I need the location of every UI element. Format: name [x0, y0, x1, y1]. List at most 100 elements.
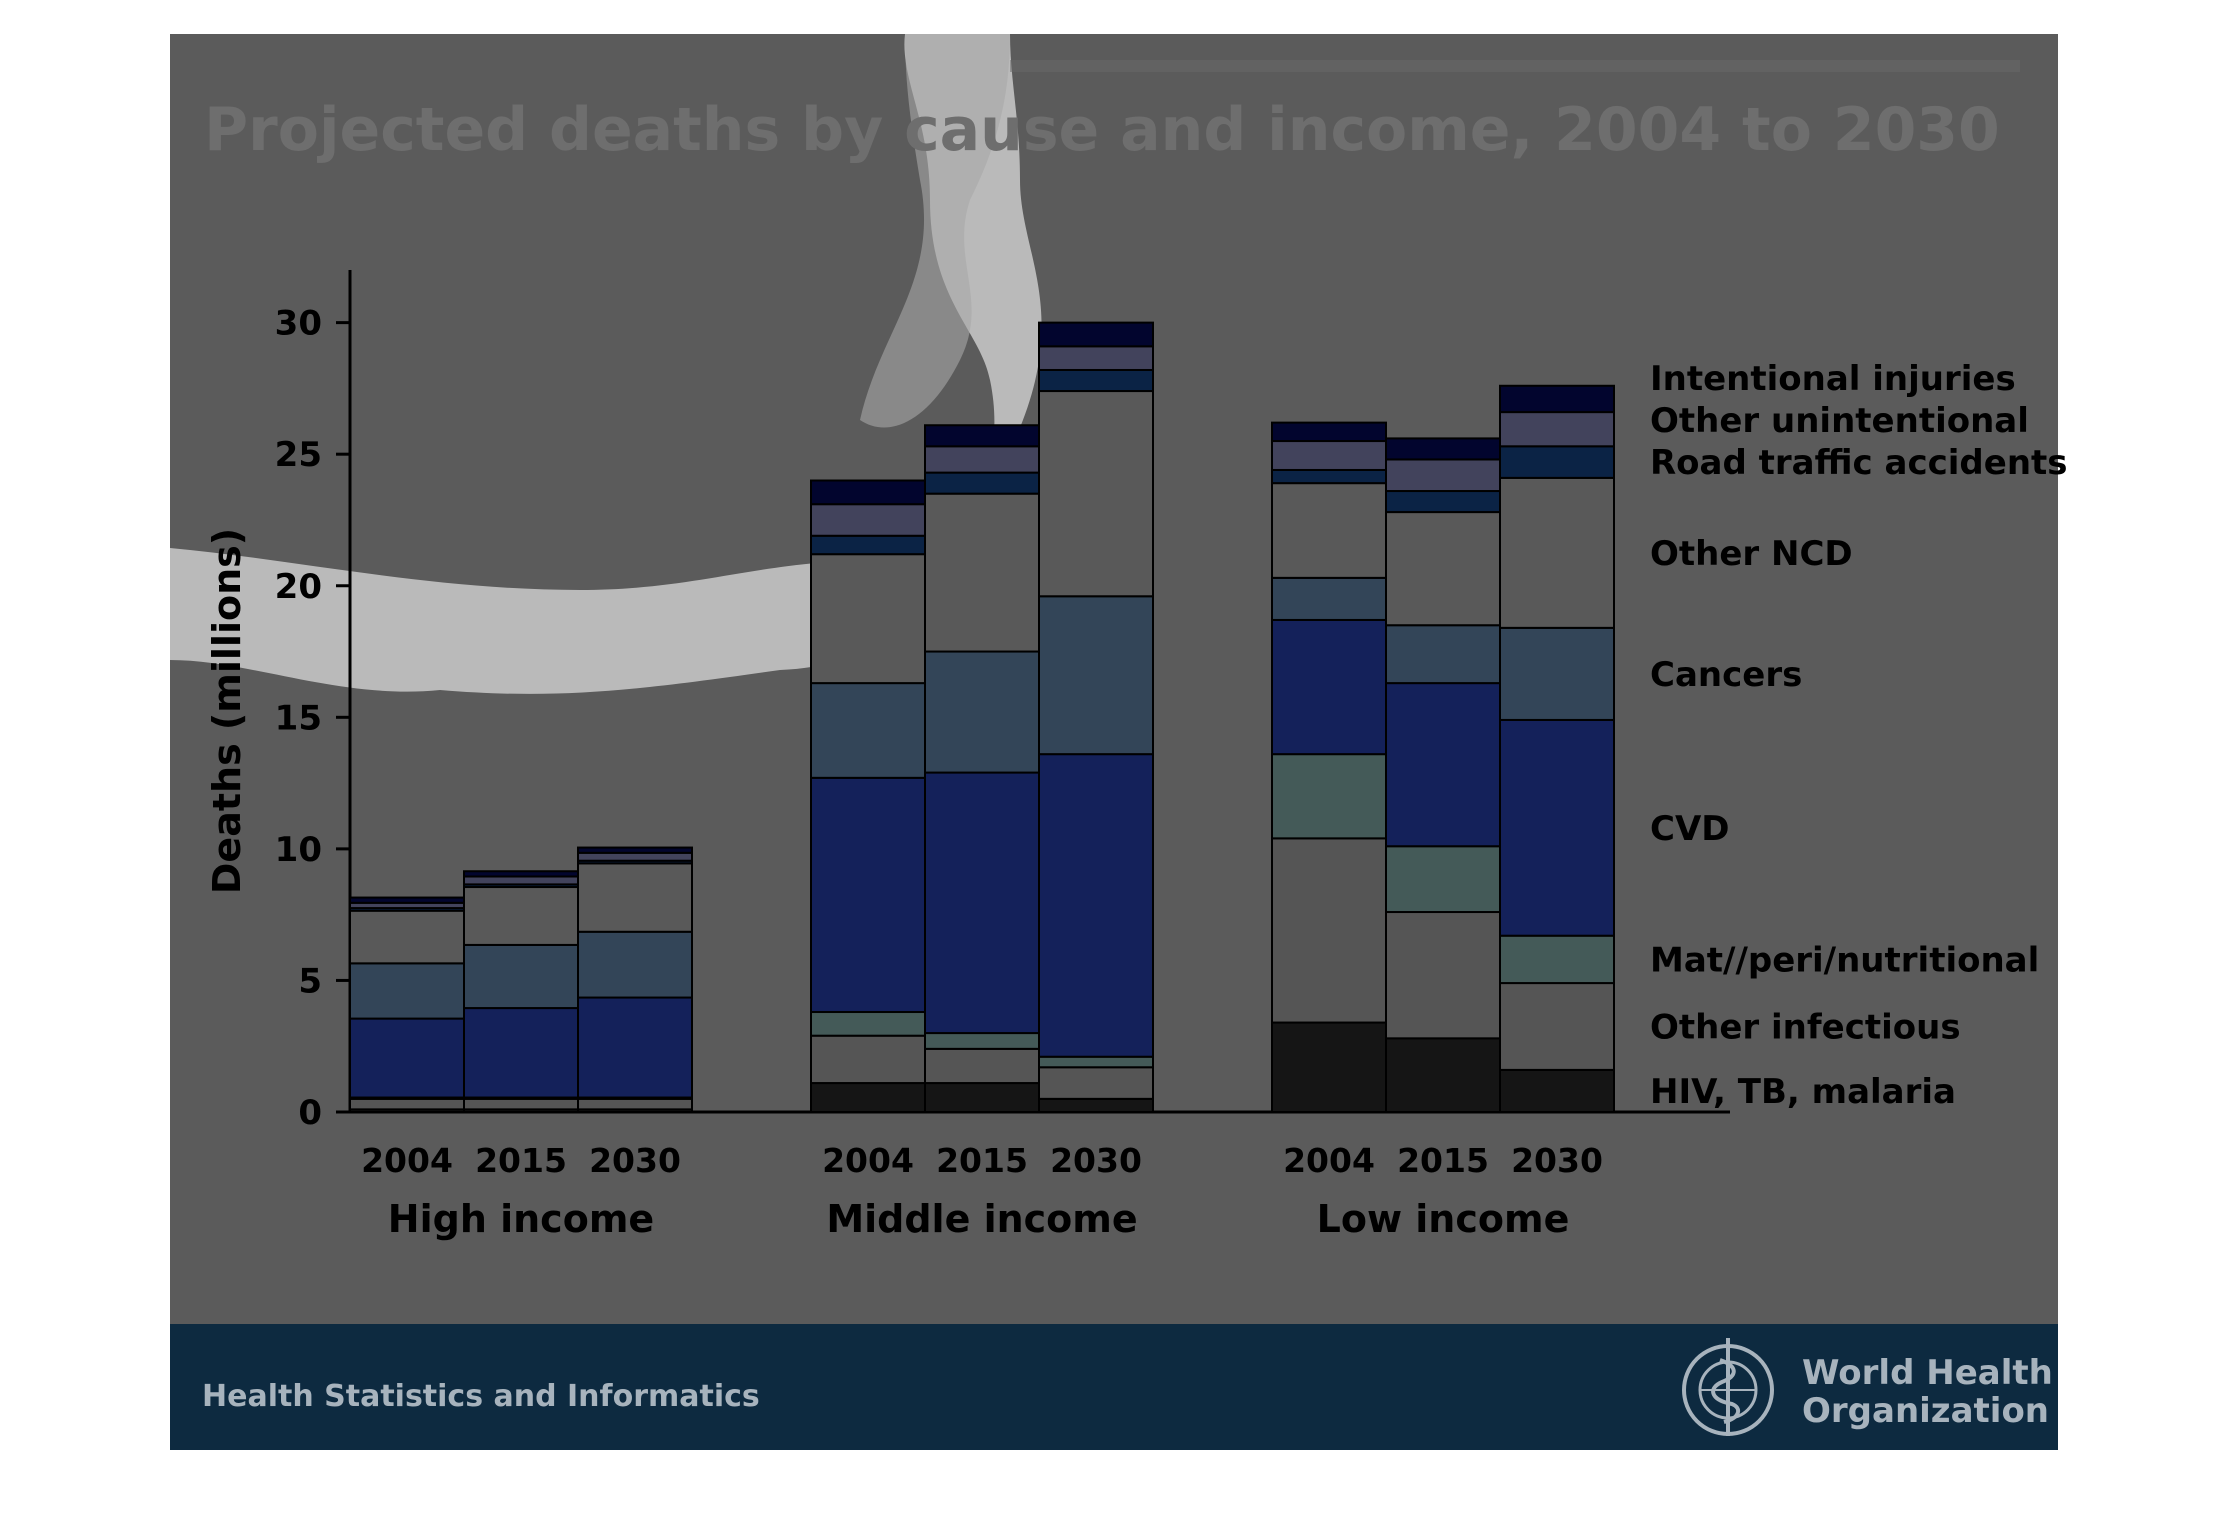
- bar-segment: [1038, 390, 1154, 598]
- group-label: Middle income: [826, 1197, 1137, 1241]
- bar-segment: [1038, 595, 1154, 756]
- stacked-bar-chart: 0 5 10 15 20 25 30 Deaths (millions) 2004 2015 203…: [205, 270, 2068, 1241]
- bar-segment: [1499, 626, 1615, 721]
- bar-segment: [1271, 753, 1387, 840]
- bar-segment: [1038, 321, 1154, 348]
- bar-segment: [463, 886, 579, 946]
- y-tick-label: 10: [275, 830, 322, 870]
- bar-segment: [1271, 1021, 1387, 1113]
- y-tick-label: 30: [275, 304, 322, 344]
- bar-segment: [810, 479, 926, 506]
- bar-segment: [1385, 437, 1501, 461]
- bar-segment: [924, 492, 1040, 653]
- bar-segment: [924, 650, 1040, 774]
- slide-frame: [1010, 60, 2020, 72]
- bar-segment: [1385, 682, 1501, 848]
- bar-segment: [577, 851, 693, 862]
- bar-segment: [924, 1032, 1040, 1050]
- x-tick-label: 2015: [1397, 1141, 1489, 1180]
- bar-segment: [924, 424, 1040, 448]
- bar-segment: [810, 1082, 926, 1114]
- bar-segment: [463, 1007, 579, 1099]
- bar-segment: [349, 1097, 465, 1111]
- bar-segment: [810, 1011, 926, 1037]
- bar-segment: [1271, 421, 1387, 443]
- x-tick-label: 2004: [1283, 1141, 1375, 1180]
- x-tick-label: 2004: [822, 1141, 914, 1180]
- bar-segment: [1499, 718, 1615, 937]
- bar-segment: [349, 1017, 465, 1099]
- series-label: HIV, TB, malaria: [1650, 1072, 1956, 1112]
- bar-segment: [1499, 384, 1615, 414]
- footer-text: Health Statistics and Informatics: [202, 1379, 760, 1414]
- bar-segment: [924, 771, 1040, 1035]
- series-label: Other infectious: [1650, 1007, 1961, 1047]
- decorative-wave-inner: [860, 34, 1010, 428]
- bar-segment: [924, 445, 1040, 474]
- bar-segment: [1385, 511, 1501, 627]
- bar-segment: [1038, 1066, 1154, 1100]
- bar-segment: [1038, 1097, 1154, 1113]
- group-label: High income: [388, 1197, 654, 1241]
- bar-segment: [577, 862, 693, 933]
- series-label: Other NCD: [1650, 534, 1853, 574]
- page-title: Projected deaths by cause and income, 20…: [204, 95, 2000, 165]
- bar-segment: [577, 1097, 693, 1111]
- logo-line-2: Organization: [1802, 1391, 2049, 1431]
- bar-segment: [810, 682, 926, 779]
- bar-segment: [463, 943, 579, 1010]
- footer-bar: [170, 1324, 2058, 1450]
- bar-segment: [349, 962, 465, 1020]
- bar-segment: [1385, 845, 1501, 914]
- y-tick-label: 25: [275, 435, 322, 475]
- bar-segment: [810, 553, 926, 685]
- x-tick-label: 2015: [475, 1141, 567, 1180]
- y-axis-title: Deaths (millions): [205, 528, 249, 894]
- bar-segment: [1385, 458, 1501, 493]
- bar-segment: [1499, 982, 1615, 1071]
- who-logo-icon: [1682, 1338, 1774, 1436]
- bar-segment: [810, 534, 926, 556]
- x-tick-label: 2030: [1050, 1141, 1142, 1180]
- bar-segment: [1499, 1068, 1615, 1114]
- bar-segment: [1271, 837, 1387, 1024]
- logo-line-1: World Health: [1802, 1353, 2053, 1393]
- bar-segment: [924, 1082, 1040, 1114]
- bar-segment: [810, 1034, 926, 1085]
- bar-segment: [1038, 345, 1154, 371]
- bar-segment: [810, 503, 926, 537]
- bar-segment: [1499, 476, 1615, 629]
- series-label: Intentional injuries: [1650, 359, 2016, 399]
- bar-segment: [463, 875, 579, 886]
- bar-segment: [810, 776, 926, 1014]
- bar-segment: [1038, 1055, 1154, 1069]
- bar-segment: [1271, 482, 1387, 579]
- bar-segment: [1385, 911, 1501, 1040]
- bar-segment: [463, 1097, 579, 1111]
- series-label: Cancers: [1650, 655, 1802, 695]
- bar-segment: [577, 930, 693, 999]
- bar-segment: [1271, 618, 1387, 756]
- bar-segment: [577, 996, 693, 1099]
- bar-segment: [1385, 624, 1501, 685]
- bar-segment: [1499, 411, 1615, 448]
- x-tick-label: 2004: [361, 1141, 453, 1180]
- bar-segment: [1271, 576, 1387, 621]
- bar-segment: [1499, 934, 1615, 985]
- bar-segment: [577, 846, 693, 854]
- series-label: Mat//peri/nutritional: [1650, 940, 2039, 980]
- bar-segment: [349, 909, 465, 965]
- x-tick-label: 2030: [589, 1141, 681, 1180]
- bar-segment: [1385, 490, 1501, 514]
- series-label: Road traffic accidents: [1650, 443, 2068, 483]
- series-label: CVD: [1650, 809, 1730, 849]
- y-tick-label: 5: [298, 961, 322, 1001]
- bar-segment: [1271, 468, 1387, 485]
- bar-segment: [1038, 753, 1154, 1058]
- y-tick-label: 0: [298, 1093, 322, 1133]
- bar-segment: [1385, 1037, 1501, 1113]
- bar-segment: [463, 870, 579, 878]
- group-label: Low income: [1317, 1197, 1570, 1241]
- bar-segment: [924, 1047, 1040, 1085]
